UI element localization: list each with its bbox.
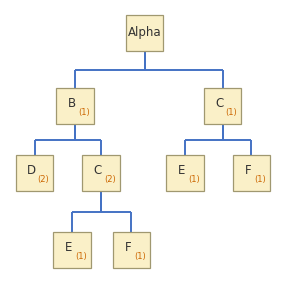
Text: (2): (2) bbox=[104, 175, 116, 184]
FancyBboxPatch shape bbox=[204, 88, 241, 124]
Text: E: E bbox=[178, 164, 185, 177]
FancyBboxPatch shape bbox=[166, 155, 204, 191]
Text: (2): (2) bbox=[38, 175, 49, 184]
FancyBboxPatch shape bbox=[16, 155, 53, 191]
Text: F: F bbox=[125, 241, 131, 254]
Text: (1): (1) bbox=[225, 108, 237, 117]
Text: (1): (1) bbox=[78, 108, 90, 117]
Text: F: F bbox=[245, 164, 251, 177]
Text: B: B bbox=[68, 97, 76, 110]
FancyBboxPatch shape bbox=[126, 15, 163, 51]
FancyBboxPatch shape bbox=[113, 232, 150, 268]
Text: Alpha: Alpha bbox=[128, 26, 161, 39]
FancyBboxPatch shape bbox=[82, 155, 120, 191]
Text: C: C bbox=[94, 164, 102, 177]
Text: (1): (1) bbox=[75, 252, 87, 261]
Text: E: E bbox=[65, 241, 73, 254]
Text: (1): (1) bbox=[254, 175, 266, 184]
Text: D: D bbox=[27, 164, 36, 177]
FancyBboxPatch shape bbox=[53, 232, 91, 268]
FancyBboxPatch shape bbox=[56, 88, 94, 124]
Text: (1): (1) bbox=[188, 175, 199, 184]
FancyBboxPatch shape bbox=[233, 155, 270, 191]
Text: (1): (1) bbox=[134, 252, 146, 261]
Text: C: C bbox=[215, 97, 223, 110]
